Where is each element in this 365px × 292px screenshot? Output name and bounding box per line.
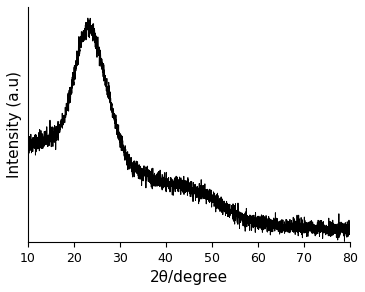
X-axis label: 2θ/degree: 2θ/degree	[150, 270, 228, 285]
Y-axis label: Intensity (a.u): Intensity (a.u)	[7, 71, 22, 178]
